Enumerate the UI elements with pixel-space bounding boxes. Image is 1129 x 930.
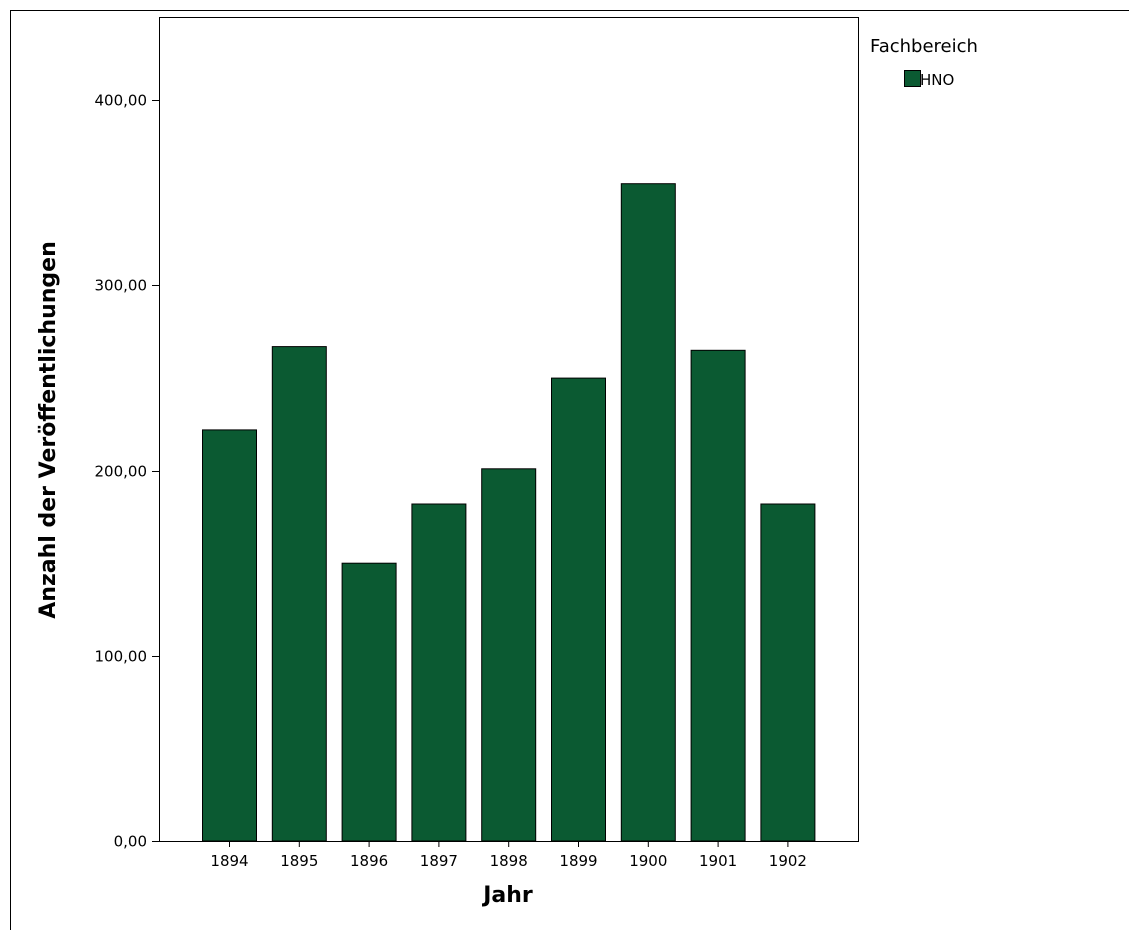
y-tick-label: 200,00	[95, 463, 148, 481]
bar-1898	[481, 468, 537, 842]
chart-frame	[10, 10, 1129, 930]
bar-1900	[620, 183, 676, 842]
bar-1895	[271, 346, 327, 842]
legend: Fachbereich HNO	[870, 36, 978, 89]
x-tick-label: 1896	[350, 852, 388, 870]
y-axis-title: Anzahl der Veröffentlichungen	[36, 241, 61, 618]
legend-swatch-hno	[904, 70, 921, 87]
legend-title: Fachbereich	[870, 36, 978, 57]
bar-1897	[411, 503, 467, 842]
y-tick-label: 0,00	[114, 833, 147, 851]
bar-1896	[341, 562, 397, 842]
x-tick-label: 1894	[210, 852, 248, 870]
x-tick-label: 1902	[769, 852, 807, 870]
x-tick-label: 1895	[280, 852, 318, 870]
x-axis-title: Jahr	[481, 883, 533, 908]
y-tick-label: 300,00	[95, 277, 148, 295]
y-tick-label: 100,00	[95, 648, 148, 666]
legend-label-hno: HNO	[920, 71, 954, 89]
x-tick-label: 1900	[629, 852, 667, 870]
x-tick-label: 1897	[420, 852, 458, 870]
bar-1894	[202, 429, 257, 842]
y-axis: 0,00 100,00 200,00 300,00 400,00	[95, 92, 159, 851]
bar-1901	[690, 349, 746, 842]
x-tick-label: 1898	[490, 852, 528, 870]
bar-1899	[551, 377, 606, 842]
y-tick-label: 400,00	[95, 92, 148, 110]
x-tick-label: 1899	[559, 852, 597, 870]
x-axis: 1894 1895 1896 1897 1898 1899 1900 1901 1902	[210, 841, 807, 870]
bars	[202, 183, 816, 842]
bar-1902	[760, 503, 816, 842]
x-tick-label: 1901	[699, 852, 737, 870]
